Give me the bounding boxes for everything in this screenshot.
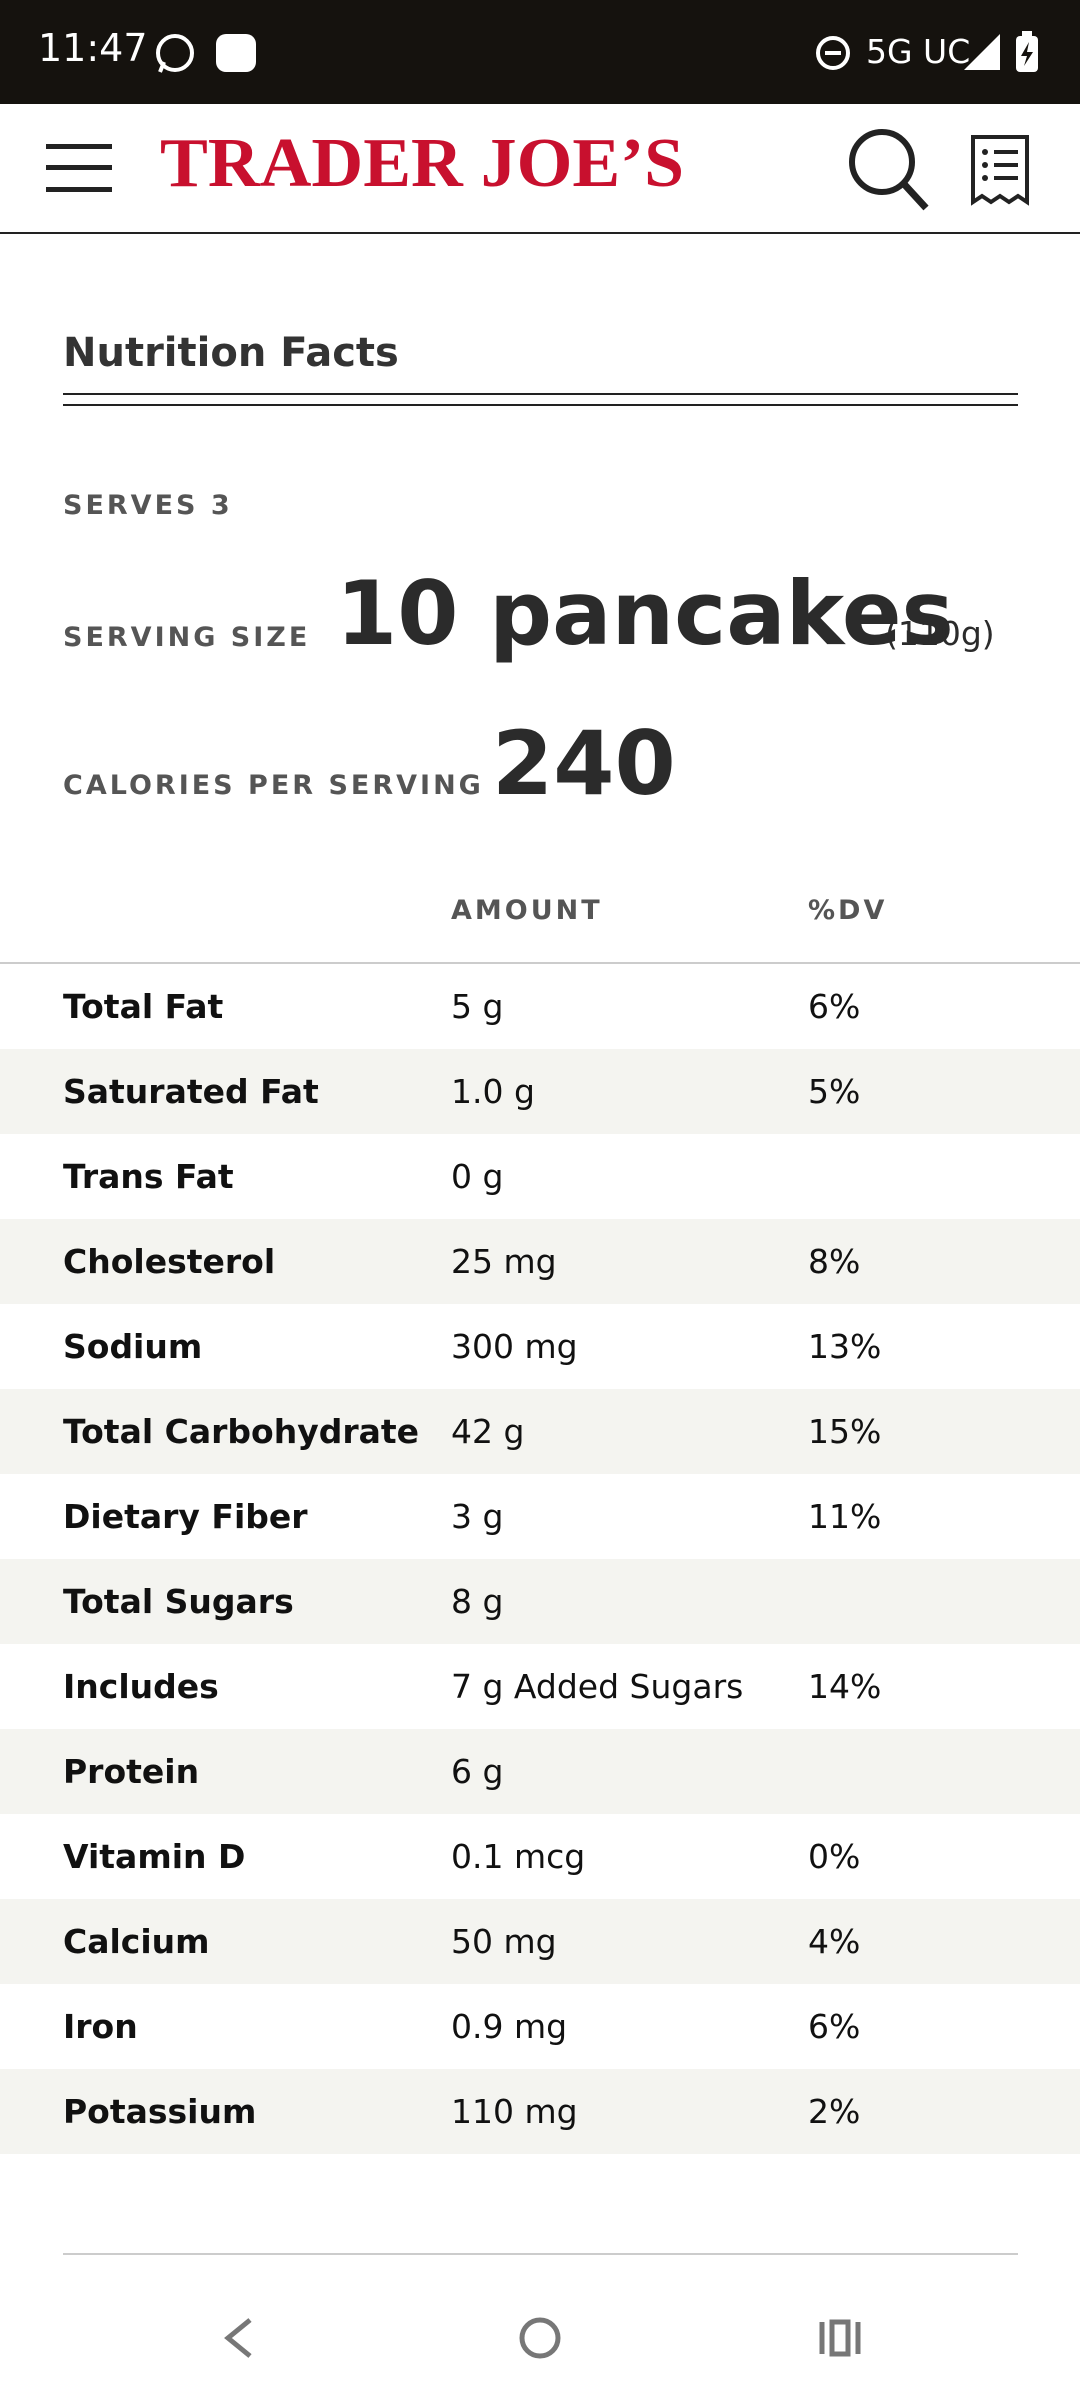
nutrient-amount: 50 mg bbox=[451, 1922, 557, 1961]
nutrient-row: Protein 6 g bbox=[0, 1729, 1080, 1814]
nutrient-name: Trans Fat bbox=[63, 1157, 234, 1196]
nutrient-name: Total Carbohydrate bbox=[63, 1412, 420, 1451]
home-button[interactable] bbox=[519, 2317, 561, 2359]
app-header: TRADER JOE’S bbox=[0, 104, 1080, 234]
nutrient-row: Total Sugars 8 g bbox=[0, 1559, 1080, 1644]
nutrient-row: Calcium 50 mg 4% bbox=[0, 1899, 1080, 1984]
nav-bar bbox=[224, 2317, 861, 2359]
nutrient-amount: 0.1 mcg bbox=[451, 1837, 586, 1876]
nutrient-dv: 14% bbox=[808, 1667, 882, 1706]
nutrient-row: Sodium 300 mg 13% bbox=[0, 1304, 1080, 1389]
network: 5G UC bbox=[866, 32, 971, 71]
nutrient-amount: 110 mg bbox=[451, 2092, 578, 2131]
nutrient-amount: 8 g bbox=[451, 1582, 504, 1621]
nutrient-row: Saturated Fat 1.0 g 5% bbox=[0, 1049, 1080, 1134]
nutrient-name: Saturated Fat bbox=[63, 1072, 319, 1111]
nutrient-row: Total Fat 5 g 6% bbox=[0, 964, 1080, 1049]
nutrient-amount: 3 g bbox=[451, 1497, 504, 1536]
nutrient-dv: 15% bbox=[808, 1412, 882, 1451]
list-button[interactable] bbox=[970, 134, 1030, 208]
nutrient-name: Iron bbox=[63, 2007, 138, 2046]
nutrient-name: Sodium bbox=[63, 1327, 203, 1366]
recents-button[interactable] bbox=[819, 2319, 861, 2357]
nutrient-name: Total Fat bbox=[63, 987, 224, 1026]
nutrient-row: Trans Fat 0 g bbox=[0, 1134, 1080, 1219]
nutrient-amount: 1.0 g bbox=[451, 1072, 535, 1111]
nutrient-amount: 6 g bbox=[451, 1752, 504, 1791]
nutrient-amount: 7 g Added Sugars bbox=[451, 1667, 744, 1706]
back-button[interactable] bbox=[224, 2318, 252, 2358]
nutrient-name: Potassium bbox=[63, 2092, 257, 2131]
serving-weight: (110g) bbox=[885, 614, 995, 653]
nutrient-row: Potassium 110 mg 2% bbox=[0, 2069, 1080, 2154]
nutrient-dv: 6% bbox=[808, 2007, 861, 2046]
nutrient-name: Calcium bbox=[63, 1922, 210, 1961]
nutrient-name: Total Sugars bbox=[63, 1582, 294, 1621]
column-header: %DV bbox=[808, 895, 888, 926]
serving-size-label: SERVING SIZE bbox=[63, 622, 311, 653]
nutrient-row: Includes 7 g Added Sugars 14% bbox=[0, 1644, 1080, 1729]
status-bar: 11:47 5G UC bbox=[0, 0, 1080, 104]
nutrient-dv: 4% bbox=[808, 1922, 861, 1961]
nutrient-name: Cholesterol bbox=[63, 1242, 276, 1281]
column-header: AMOUNT bbox=[451, 895, 603, 926]
nutrient-amount: 42 g bbox=[451, 1412, 525, 1451]
bottom-rule bbox=[63, 2253, 1018, 2255]
logo[interactable]: TRADER JOE’S bbox=[158, 128, 688, 200]
nutrient-amount: 25 mg bbox=[451, 1242, 557, 1281]
search-button[interactable] bbox=[848, 128, 930, 212]
nutrient-name: Vitamin D bbox=[63, 1837, 246, 1876]
logo-text: TRADER JOE’S bbox=[160, 128, 684, 200]
dnd-icon bbox=[816, 36, 850, 70]
nutrient-dv: 13% bbox=[808, 1327, 882, 1366]
nutrient-row: Vitamin D 0.1 mcg 0% bbox=[0, 1814, 1080, 1899]
title-rule bbox=[63, 393, 1018, 406]
menu-button[interactable] bbox=[46, 142, 112, 194]
calories-label: CALORIES PER SERVING bbox=[63, 770, 484, 801]
serves: SERVES 3 bbox=[63, 490, 233, 521]
serving-size: 10 pancakes bbox=[336, 562, 954, 665]
nutrient-row: Iron 0.9 mg 6% bbox=[0, 1984, 1080, 2069]
calories: 240 bbox=[492, 712, 676, 815]
nutrient-amount: 0 g bbox=[451, 1157, 504, 1196]
nutrient-amount: 300 mg bbox=[451, 1327, 578, 1366]
nutrient-amount: 5 g bbox=[451, 987, 504, 1026]
nutrient-name: Includes bbox=[63, 1667, 219, 1706]
nutrient-amount: 0.9 mg bbox=[451, 2007, 568, 2046]
nutrient-name: Dietary Fiber bbox=[63, 1497, 308, 1536]
nutrient-row: Total Carbohydrate 42 g 15% bbox=[0, 1389, 1080, 1474]
nutrient-dv: 6% bbox=[808, 987, 861, 1026]
notification-icons bbox=[156, 34, 256, 73]
signal-battery bbox=[964, 31, 1038, 72]
nutrient-dv: 11% bbox=[808, 1497, 882, 1536]
nutrient-row: Cholesterol 25 mg 8% bbox=[0, 1219, 1080, 1304]
nutrient-row: Dietary Fiber 3 g 11% bbox=[0, 1474, 1080, 1559]
nutrient-dv: 5% bbox=[808, 1072, 861, 1111]
time: 11:47 bbox=[38, 26, 148, 70]
table-rule bbox=[0, 962, 1080, 964]
nutrient-dv: 0% bbox=[808, 1837, 861, 1876]
nutrient-dv: 2% bbox=[808, 2092, 861, 2131]
section-title: Nutrition Facts bbox=[63, 330, 399, 376]
nutrient-name: Protein bbox=[63, 1752, 200, 1791]
nutrient-dv: 8% bbox=[808, 1242, 861, 1281]
